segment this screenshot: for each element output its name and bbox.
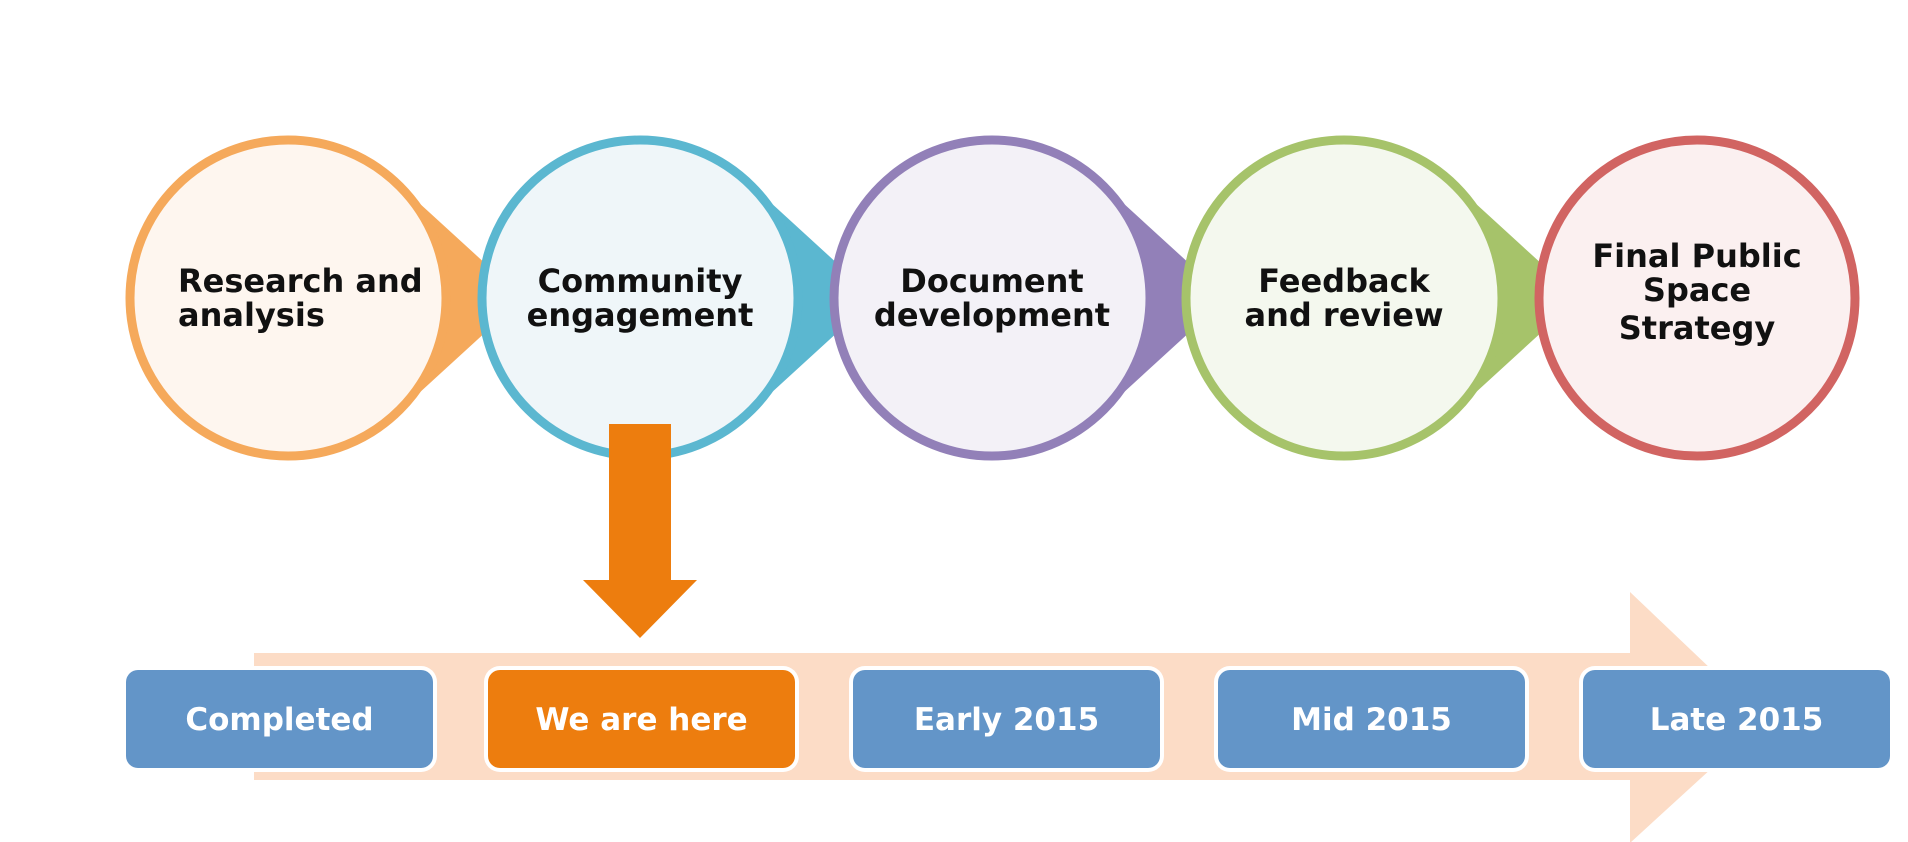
current-stage-pointer	[583, 424, 697, 638]
stage-label-line: development	[874, 296, 1110, 334]
timeline-box-label: Early 2015	[914, 702, 1099, 738]
stage-label-line: analysis	[178, 296, 325, 334]
current-pointer-arrow	[583, 424, 697, 638]
timeline-box	[126, 670, 433, 768]
timeline-box-5: Late 2015	[1579, 666, 1894, 772]
timeline-box-label: We are here	[535, 702, 747, 738]
timeline-box	[853, 670, 1160, 768]
stage-label-line: Feedback	[1258, 262, 1430, 300]
process-stages: Research andanalysisCommunityengagementD…	[125, 135, 1860, 461]
stage-label-line: Community	[538, 262, 743, 300]
stage-circle	[125, 135, 451, 461]
stage-label-line: Research and	[178, 262, 423, 300]
stage-label-line: Space	[1643, 271, 1751, 309]
timeline-box-label: Late 2015	[1650, 702, 1824, 738]
timeline-box-label: Mid 2015	[1291, 702, 1452, 738]
stage-label-line: and review	[1245, 296, 1444, 334]
timeline-boxes: Completed We are here Early 2015 Mid 2015 La…	[122, 666, 1894, 772]
timeline-box-4: Mid 2015	[1214, 666, 1529, 772]
stage-label-line: Strategy	[1619, 309, 1776, 347]
timeline-box-label: Completed	[185, 702, 373, 738]
stage-circle	[829, 135, 1155, 461]
stage-label-line: Final Public	[1592, 237, 1801, 275]
stage-label-line: Document	[900, 262, 1083, 300]
timeline-box-2: We are here	[484, 666, 799, 772]
timeline-box-3: Early 2015	[849, 666, 1164, 772]
stage-label-line: engagement	[527, 296, 754, 334]
stage-circle	[1181, 135, 1507, 461]
timeline-box	[488, 670, 795, 768]
stage-circle	[1534, 135, 1860, 461]
timeline-box	[1218, 670, 1525, 768]
timeline-box-1: Completed	[122, 666, 437, 772]
timeline-box	[1583, 670, 1890, 768]
